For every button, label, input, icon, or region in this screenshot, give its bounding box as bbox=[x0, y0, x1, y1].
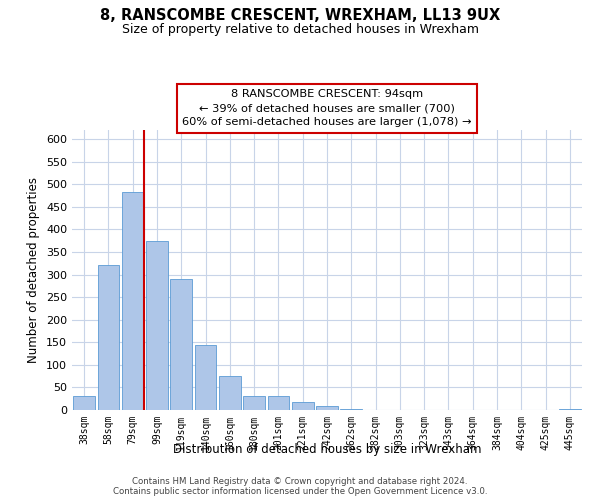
Bar bbox=[170, 278, 192, 410]
Y-axis label: Number of detached properties: Number of detached properties bbox=[28, 177, 40, 363]
Bar bbox=[268, 396, 289, 410]
Bar bbox=[97, 264, 119, 410]
Text: Size of property relative to detached houses in Wrexham: Size of property relative to detached ho… bbox=[121, 22, 479, 36]
Bar bbox=[559, 409, 581, 410]
Bar bbox=[340, 409, 362, 410]
Text: 8 RANSCOMBE CRESCENT: 94sqm
← 39% of detached houses are smaller (700)
60% of se: 8 RANSCOMBE CRESCENT: 94sqm ← 39% of det… bbox=[182, 89, 472, 127]
Bar bbox=[219, 376, 241, 410]
Bar bbox=[146, 240, 168, 410]
Bar bbox=[122, 192, 143, 410]
Text: Distribution of detached houses by size in Wrexham: Distribution of detached houses by size … bbox=[173, 442, 481, 456]
Text: 8, RANSCOMBE CRESCENT, WREXHAM, LL13 9UX: 8, RANSCOMBE CRESCENT, WREXHAM, LL13 9UX bbox=[100, 8, 500, 22]
Bar bbox=[73, 396, 95, 410]
Bar bbox=[194, 344, 217, 410]
Bar bbox=[292, 402, 314, 410]
Text: Contains HM Land Registry data © Crown copyright and database right 2024.: Contains HM Land Registry data © Crown c… bbox=[132, 478, 468, 486]
Bar bbox=[316, 406, 338, 410]
Bar bbox=[243, 396, 265, 410]
Text: Contains public sector information licensed under the Open Government Licence v3: Contains public sector information licen… bbox=[113, 488, 487, 496]
